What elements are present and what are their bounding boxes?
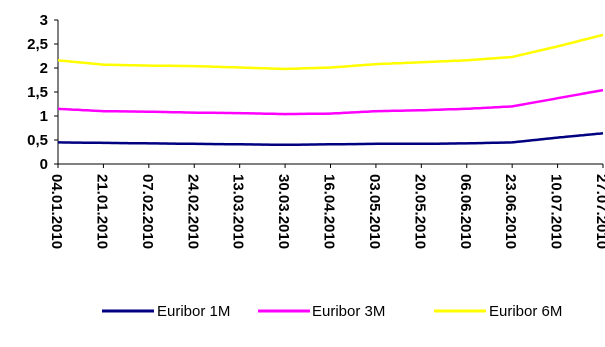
y-tick-label: 1 [40,108,48,125]
y-tick-label: 0 [40,156,48,173]
y-tick-label: 2,5 [27,36,48,53]
x-tick-label: 10.07.2010 [548,174,565,249]
legend-item: Euribor 6M [434,303,562,320]
y-tick-label: 0,5 [27,132,48,149]
y-tick-label: 2 [40,60,48,77]
y-tick-label: 1,5 [27,84,48,101]
y-tick-label: 3 [40,12,48,29]
series-line-euribor-1m [58,132,604,147]
x-tick-label: 27.07.2010 [593,174,605,249]
x-tick-label: 06.06.2010 [457,174,474,249]
x-tick-label: 23.06.2010 [502,174,519,249]
legend-label: Euribor 6M [489,303,562,320]
x-tick-label: 24.02.2010 [184,174,201,249]
x-tick-label: 13.03.2010 [230,174,247,249]
series-line-euribor-3m [57,88,604,116]
x-axis: 04.01.2010 21.01.2010 07.02.2010 24.02.2010… [48,163,605,249]
x-tick-label: 30.03.2010 [275,174,292,249]
y-axis: 0 0,5 1 1,5 2 2,5 3 [27,12,59,173]
series-lines [57,33,604,147]
x-tick-label: 07.02.2010 [139,174,156,249]
legend-label: Euribor 3M [312,303,385,320]
x-tick-label: 03.05.2010 [366,174,383,249]
x-tick-label: 04.01.2010 [48,174,65,249]
legend-label: Euribor 1M [157,303,230,320]
legend-item: Euribor 3M [258,303,385,320]
x-tick-label: 16.04.2010 [321,174,338,249]
series-line-euribor-6m [57,33,604,71]
legend: Euribor 1M Euribor 3M Euribor 6M [102,303,562,320]
x-tick-label: 21.01.2010 [93,174,110,249]
x-tick-label: 20.05.2010 [411,174,428,249]
legend-item: Euribor 1M [102,303,230,320]
